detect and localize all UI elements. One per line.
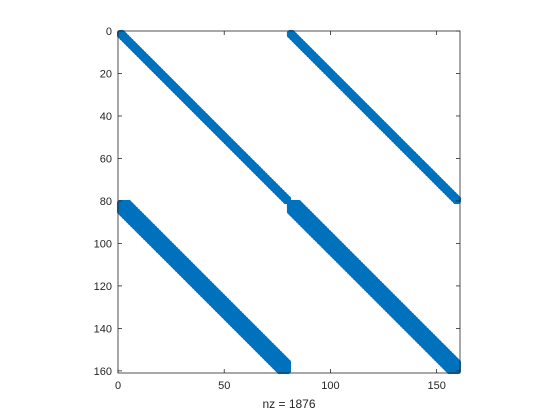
y-tick-label: 80 <box>100 196 112 208</box>
axes-frame <box>117 30 461 374</box>
y-tick-label: 100 <box>94 238 112 250</box>
x-tick-label: 100 <box>321 380 339 392</box>
y-tick-label: 140 <box>94 323 112 335</box>
band-upper-right <box>286 29 462 205</box>
plot-area <box>116 29 462 375</box>
y-tick-label: 60 <box>100 153 112 165</box>
y-tick-label: 0 <box>106 26 112 38</box>
x-axis-ticks: 0 50 100 150 <box>115 31 446 392</box>
x-tick-label: 50 <box>218 380 230 392</box>
band-lower-left <box>116 199 292 375</box>
x-tick-label: 150 <box>427 380 445 392</box>
x-axis-label: nz = 1876 <box>262 397 315 411</box>
y-tick-label: 160 <box>94 366 112 378</box>
nonzero-point <box>284 367 292 375</box>
y-axis-ticks: 0 20 40 60 80 100 120 140 160 <box>94 26 460 378</box>
nonzero-marks <box>116 29 462 375</box>
band-upper-main <box>116 29 292 205</box>
y-tick-label: 120 <box>94 281 112 293</box>
x-tick-label: 0 <box>115 380 121 392</box>
y-tick-label: 40 <box>100 111 112 123</box>
y-tick-label: 20 <box>100 68 112 80</box>
band-lower-main <box>286 199 462 375</box>
